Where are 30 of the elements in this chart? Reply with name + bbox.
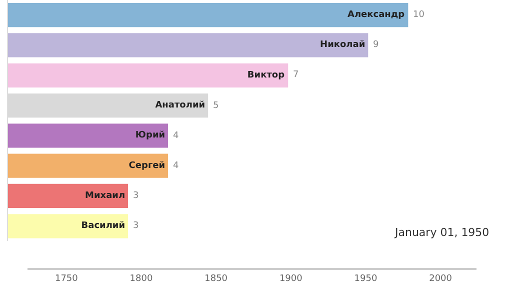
data-label: 7 xyxy=(293,70,299,80)
y-tick-label: Анатолий xyxy=(155,100,206,111)
y-tick-label: Александр xyxy=(347,10,406,20)
bar xyxy=(8,124,168,148)
bar xyxy=(8,154,168,178)
bar xyxy=(8,184,128,208)
x2-tick-label: 1850 xyxy=(204,274,228,284)
y-tick-label: Михаил xyxy=(85,190,126,201)
annotation: January 01, 1950 xyxy=(394,226,490,239)
bar xyxy=(8,3,408,28)
bar xyxy=(8,214,128,238)
data-label: 4 xyxy=(173,161,179,171)
x2-tick-label: 2000 xyxy=(429,274,452,284)
y-tick-label: Виктор xyxy=(247,70,286,80)
y-tick-label: Сергей xyxy=(128,160,166,171)
y-tick-label: Юрий xyxy=(135,130,166,141)
data-label: 3 xyxy=(133,221,139,231)
x2-tick-label: 1950 xyxy=(354,274,378,284)
data-label: 3 xyxy=(133,191,139,201)
x2-tick-label: 1800 xyxy=(130,274,153,284)
x2-tick-label: 1750 xyxy=(54,274,78,284)
x2-tick-label: 1900 xyxy=(279,274,303,284)
y-tick-label: Василий xyxy=(81,221,126,232)
data-label: 5 xyxy=(213,101,219,111)
data-label: 9 xyxy=(373,40,379,50)
bar xyxy=(8,33,368,58)
bar xyxy=(8,63,288,88)
y-tick-label: Николай xyxy=(320,40,366,50)
data-label: 10 xyxy=(413,10,425,20)
data-label: 4 xyxy=(173,131,179,141)
